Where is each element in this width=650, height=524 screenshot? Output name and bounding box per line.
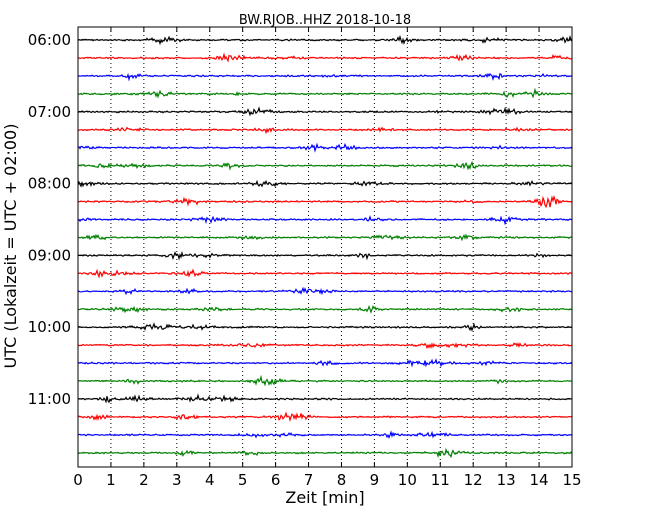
trace-line xyxy=(77,106,573,117)
x-tick-label: 14 xyxy=(530,471,549,489)
trace-line xyxy=(77,195,573,209)
y-tick-label: 08:00 xyxy=(28,175,71,193)
trace-line xyxy=(77,411,573,423)
trace-line xyxy=(77,358,573,368)
chart-title: BW.RJOB..HHZ 2018-10-18 xyxy=(239,13,411,28)
y-ticks: 06:00 07:00 08:00 09:00 10:00 11:00 xyxy=(28,31,572,408)
trace-line xyxy=(77,142,573,153)
trace-line xyxy=(77,179,573,188)
x-tick-label: 2 xyxy=(139,471,149,489)
trace-line xyxy=(77,430,573,440)
plot-frame xyxy=(77,26,573,468)
x-tick-label: 8 xyxy=(337,471,347,489)
trace-line xyxy=(77,126,573,135)
x-tick-label: 1 xyxy=(106,471,116,489)
x-tick-label: 11 xyxy=(431,471,450,489)
y-tick-label: 06:00 xyxy=(28,31,71,49)
trace-line xyxy=(77,87,573,99)
y-tick-label: 07:00 xyxy=(28,103,71,121)
y-tick-label: 10:00 xyxy=(28,318,71,336)
trace-line xyxy=(77,393,573,404)
grid-lines xyxy=(110,27,540,467)
trace-line xyxy=(77,52,573,63)
x-tick-label: 6 xyxy=(271,471,281,489)
x-tick-label: 10 xyxy=(398,471,417,489)
x-tick-label: 13 xyxy=(497,471,516,489)
trace-line xyxy=(77,250,573,261)
traces xyxy=(77,34,573,459)
trace-line xyxy=(77,374,573,387)
trace-line xyxy=(77,268,573,279)
x-axis-label: Zeit [min] xyxy=(285,488,364,507)
y-axis-label: UTC (Lokalzeit = UTC + 02:00) xyxy=(1,124,20,369)
trace-line xyxy=(77,286,573,296)
x-tick-label: 5 xyxy=(238,471,248,489)
y-tick-label: 09:00 xyxy=(28,246,71,264)
x-tick-label: 3 xyxy=(172,471,182,489)
trace-line xyxy=(77,215,573,226)
trace-line xyxy=(77,447,573,459)
trace-line xyxy=(77,233,573,242)
x-tick-label: 12 xyxy=(464,471,483,489)
trace-line xyxy=(77,72,573,82)
x-ticks: 0 1 2 3 4 5 6 7 8 9 10 11 12 13 14 15 xyxy=(73,27,582,489)
x-tick-label: 15 xyxy=(562,471,581,489)
trace-line xyxy=(77,160,573,171)
trace-line xyxy=(77,305,573,314)
trace-line xyxy=(77,322,573,332)
x-tick-label: 9 xyxy=(370,471,380,489)
y-tick-label: 11:00 xyxy=(28,390,71,408)
x-tick-label: 4 xyxy=(205,471,215,489)
trace-line xyxy=(77,342,573,350)
x-tick-label: 7 xyxy=(304,471,314,489)
x-tick-label: 0 xyxy=(73,471,83,489)
trace-line xyxy=(77,34,573,46)
